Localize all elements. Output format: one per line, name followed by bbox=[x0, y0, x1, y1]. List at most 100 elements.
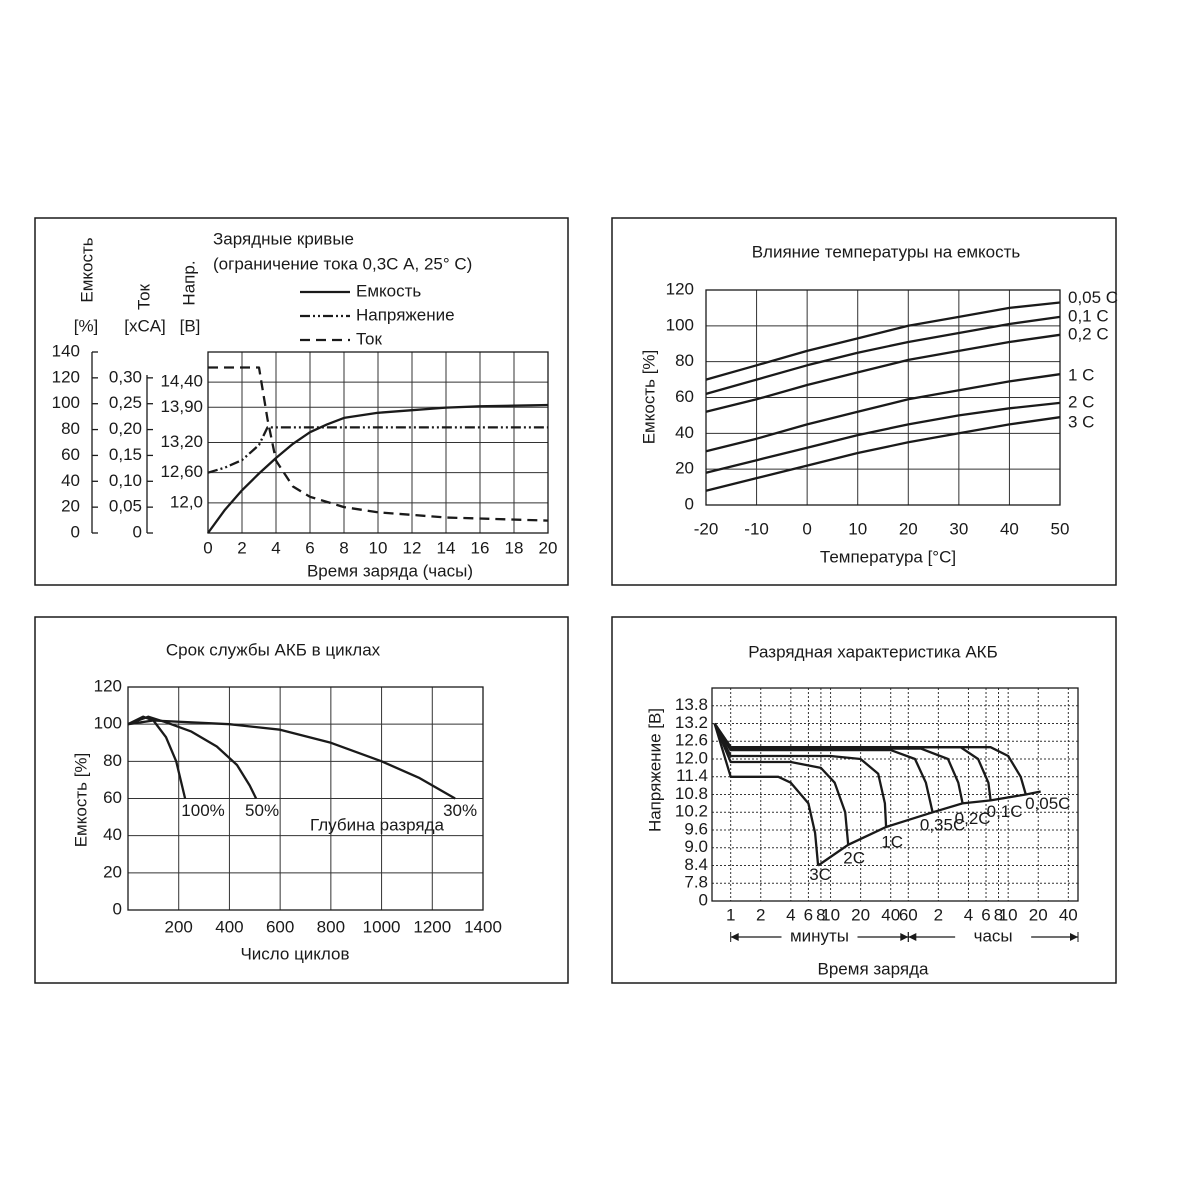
plot-frame bbox=[711, 687, 1079, 902]
series-label: 0,1C bbox=[987, 802, 1023, 821]
x-tick-label: 12 bbox=[403, 538, 422, 557]
y-tick-label: 12,60 bbox=[160, 462, 203, 481]
y-tick-label: 0 bbox=[71, 522, 80, 541]
series-label: 2C bbox=[843, 848, 865, 867]
y-tick-label: 0,25 bbox=[109, 393, 142, 412]
x-tick-label: 18 bbox=[505, 538, 524, 557]
y-tick-label: 40 bbox=[61, 471, 80, 490]
y-tick-label: 0,30 bbox=[109, 367, 142, 386]
series-line bbox=[713, 722, 934, 813]
y-tick-label: 13.2 bbox=[675, 713, 708, 732]
y3label: Напр. bbox=[179, 260, 198, 305]
y-tick-label: 7.8 bbox=[684, 873, 708, 892]
series-line bbox=[127, 715, 258, 800]
x-tick-label: 20 bbox=[851, 905, 870, 924]
y-tick-label: 8.4 bbox=[684, 855, 708, 874]
x-tick-label: 1 bbox=[726, 905, 735, 924]
panel bbox=[611, 217, 1117, 586]
series-label: 2 C bbox=[1068, 392, 1094, 411]
group-label: минуты bbox=[790, 926, 849, 945]
y-tick-label: 20 bbox=[61, 497, 80, 516]
y-tick-label: 0 bbox=[133, 522, 142, 541]
x-tick-label: 8 bbox=[816, 905, 825, 924]
series-line bbox=[705, 315, 1061, 396]
y-tick-label: 9.0 bbox=[684, 837, 708, 856]
series-line bbox=[705, 416, 1061, 492]
title: Зарядные кривые bbox=[213, 229, 354, 248]
x-tick-label: 8 bbox=[339, 538, 348, 557]
x-tick-label: 4 bbox=[271, 538, 280, 557]
y-tick-label: 20 bbox=[103, 862, 122, 881]
y3label-unit: [B] bbox=[180, 316, 201, 335]
x-tick-label: 0 bbox=[203, 538, 212, 557]
x-tick-label: 16 bbox=[471, 538, 490, 557]
ylabel-unit: [%] bbox=[74, 316, 99, 335]
title: Влияние температуры на емкость bbox=[752, 242, 1021, 261]
group-label: часы bbox=[974, 926, 1013, 945]
y-tick-label: 80 bbox=[675, 351, 694, 370]
y-tick-label: 0 bbox=[699, 890, 708, 909]
x-tick-label: 4 bbox=[786, 905, 795, 924]
series-label: 0,1 C bbox=[1068, 306, 1109, 325]
series-line bbox=[705, 401, 1061, 474]
title: Срок службы АКБ в циклах bbox=[166, 640, 381, 659]
y-tick-label: 0,05 bbox=[109, 497, 142, 516]
x-tick-label: 400 bbox=[215, 917, 243, 936]
series-line bbox=[705, 301, 1061, 381]
panel bbox=[611, 616, 1117, 984]
x-tick-label: -20 bbox=[694, 519, 719, 538]
y2label-unit: [xCA] bbox=[124, 316, 166, 335]
x-tick-label: -10 bbox=[744, 519, 769, 538]
y-tick-label: 60 bbox=[103, 788, 122, 807]
ylabel: Емкость [%] bbox=[71, 753, 90, 848]
legend-label: Ток bbox=[356, 329, 383, 348]
series-line bbox=[127, 715, 187, 799]
ylabel: Напряжение [В] bbox=[645, 708, 664, 832]
series-line bbox=[207, 426, 548, 474]
panel bbox=[34, 217, 569, 586]
xlabel: Время заряда bbox=[818, 959, 930, 978]
plot-frame bbox=[705, 289, 1061, 506]
plot-frame bbox=[127, 686, 484, 911]
y-tick-label: 11.4 bbox=[676, 766, 708, 785]
series-label: 30% bbox=[443, 801, 477, 820]
series-label: 3 C bbox=[1068, 413, 1094, 432]
series-line bbox=[705, 333, 1061, 413]
y-tick-label: 13.8 bbox=[675, 695, 708, 714]
legend-label: Напряжение bbox=[356, 305, 455, 324]
series-label: 0,05C bbox=[1025, 794, 1070, 813]
y-tick-label: 13,90 bbox=[160, 397, 203, 416]
x-tick-label: 10 bbox=[821, 905, 840, 924]
y-tick-label: 40 bbox=[103, 825, 122, 844]
series-label: 1 C bbox=[1068, 366, 1094, 385]
x-tick-label: 200 bbox=[165, 917, 193, 936]
x-tick-label: 1200 bbox=[413, 917, 451, 936]
y-tick-label: 100 bbox=[666, 315, 694, 334]
series-line bbox=[713, 722, 888, 828]
y-tick-label: 0,10 bbox=[109, 471, 142, 490]
x-tick-label: 14 bbox=[437, 538, 456, 557]
plot-frame bbox=[207, 351, 549, 534]
y-tick-label: 12.0 bbox=[675, 748, 708, 767]
series-label: 3C bbox=[809, 865, 831, 884]
y-tick-label: 40 bbox=[675, 423, 694, 442]
series-line bbox=[207, 403, 549, 534]
series-line bbox=[705, 373, 1061, 453]
legend-label: Емкость bbox=[356, 281, 421, 300]
x-tick-label: 2 bbox=[237, 538, 246, 557]
x-tick-label: 60 bbox=[899, 905, 918, 924]
x-tick-label: 0 bbox=[802, 519, 811, 538]
x-tick-label: 2 bbox=[756, 905, 765, 924]
x-tick-label: 20 bbox=[1029, 905, 1048, 924]
y-tick-label: 80 bbox=[61, 419, 80, 438]
group-label-bg bbox=[955, 927, 1032, 947]
x-tick-label: 20 bbox=[539, 538, 558, 557]
arrow-head bbox=[1070, 933, 1078, 941]
x-tick-label: 1000 bbox=[363, 917, 401, 936]
arrow-head bbox=[900, 933, 909, 941]
series-line bbox=[713, 723, 850, 845]
y-tick-label: 120 bbox=[94, 676, 122, 695]
y-tick-label: 140 bbox=[52, 341, 80, 360]
